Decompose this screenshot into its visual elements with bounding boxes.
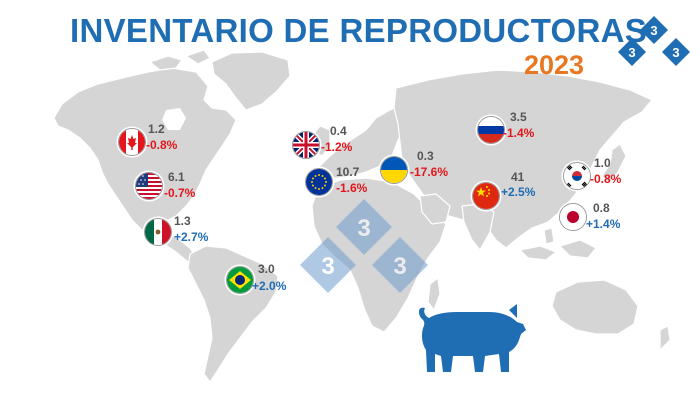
uk-sows-value: 0.4 — [330, 124, 347, 138]
map-south-america — [187, 245, 279, 383]
canada-sows-value: 1.2 — [148, 122, 165, 136]
mexico-sows-value: 1.3 — [174, 214, 191, 228]
logo-digit-top: 3 — [650, 23, 657, 38]
map-north-america — [53, 67, 237, 263]
map-asia — [393, 69, 653, 249]
brazil-sows-value: 3.0 — [258, 262, 275, 276]
map-hudson-bay — [162, 108, 186, 130]
canada-change: -0.8% — [146, 138, 178, 152]
map-india — [461, 203, 495, 251]
japan-change: +1.4% — [586, 217, 621, 231]
333-logo-icon: 3 3 3 — [618, 16, 690, 66]
russia-sows-value: 3.5 — [510, 110, 527, 124]
brazil-flag-icon — [226, 266, 254, 294]
china-change: +2.5% — [501, 185, 536, 199]
page-title: INVENTARIO DE REPRODUCTORAS — [70, 12, 648, 49]
usa-sows-value: 6.1 — [168, 170, 185, 184]
map-arctic-islands — [149, 49, 211, 71]
canada-flag-icon — [118, 128, 146, 156]
ukraine-sows-value: 0.3 — [417, 149, 434, 163]
russia-flag-icon — [477, 116, 505, 144]
south-korea-flag-icon — [563, 162, 591, 190]
mexico-change: +2.7% — [174, 230, 209, 244]
eu-sows-value: 10.7 — [336, 165, 360, 179]
japan-sows-value: 0.8 — [593, 201, 610, 215]
ukraine-flag-icon — [380, 156, 408, 184]
watermark-digit-right: 3 — [393, 253, 406, 280]
japan-flag-icon — [559, 203, 587, 231]
eu-change: -1.6% — [336, 181, 368, 195]
china-flag-icon — [472, 182, 500, 210]
brazil-change: +2.0% — [252, 279, 287, 293]
china-sows-value: 41 — [511, 170, 525, 184]
uk-flag-icon — [292, 131, 320, 159]
eu-flag-icon — [305, 168, 333, 196]
map-arabia — [419, 193, 451, 225]
333-watermark-icon: 3 3 3 — [300, 199, 428, 293]
mexico-flag-icon — [144, 218, 172, 246]
watermark-digit-top: 3 — [357, 215, 370, 242]
map-japan — [601, 143, 627, 183]
ukraine-change: -17.6% — [410, 165, 449, 179]
russia-change: -1.4% — [503, 126, 535, 140]
usa-flag-icon — [135, 172, 163, 200]
uk-change: -1.2% — [321, 140, 353, 154]
watermark-digit-left: 3 — [321, 253, 334, 280]
map-new-zealand — [659, 325, 671, 351]
logo-digit-left: 3 — [628, 45, 635, 60]
south-korea-sows-value: 1.0 — [594, 156, 611, 170]
map-madagascar — [427, 277, 441, 311]
year-label: 2023 — [524, 50, 585, 80]
logo-digit-right: 3 — [672, 45, 679, 60]
map-southeast-asia-islands — [519, 227, 597, 261]
usa-change: -0.7% — [164, 186, 196, 200]
south-korea-change: -0.8% — [590, 172, 622, 186]
pig-silhouette-icon — [418, 304, 526, 372]
map-australia — [551, 279, 639, 335]
map-greenland — [211, 51, 291, 111]
